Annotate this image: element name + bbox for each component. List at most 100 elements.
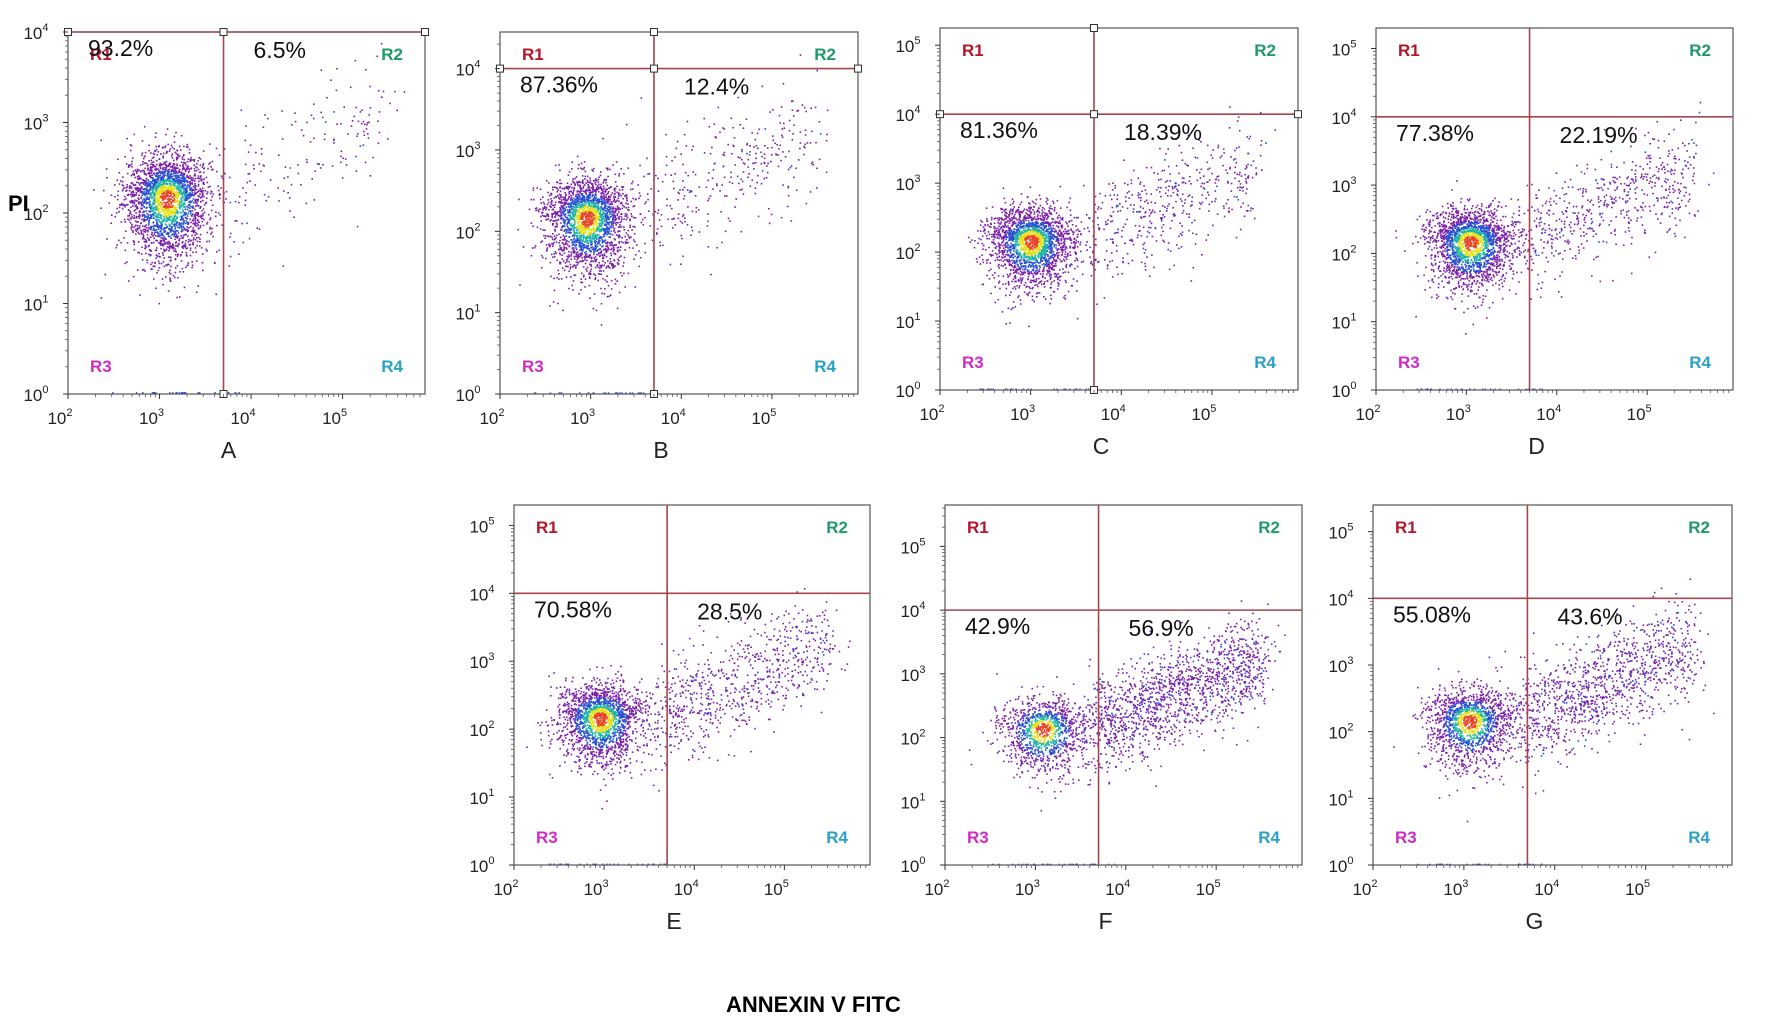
event-dot: [575, 215, 578, 217]
event-dot: [173, 183, 176, 186]
event-dot: [131, 190, 134, 193]
event-dot: [573, 231, 575, 233]
event-dot: [621, 186, 623, 188]
event-dot: [184, 197, 186, 200]
event-dot: [197, 190, 200, 193]
event-dot: [544, 229, 546, 231]
event-dot: [608, 218, 611, 221]
event-dot: [548, 235, 550, 238]
event-dot: [173, 147, 176, 150]
event-dot: [537, 209, 540, 211]
event-dot: [192, 188, 194, 191]
event-dot: [190, 182, 192, 185]
event-dot: [124, 155, 126, 158]
event-dot: [557, 210, 559, 213]
event-dot: [566, 265, 568, 268]
event-dot: [159, 211, 162, 213]
event-dot: [581, 199, 584, 202]
event-dot: [590, 212, 592, 214]
event-dot: [569, 223, 572, 225]
event-dot: [602, 233, 605, 236]
event-dot: [173, 168, 176, 170]
event-dot: [159, 242, 161, 245]
event-dot: [606, 226, 609, 229]
event-dot: [597, 202, 600, 205]
event-dot: [607, 175, 609, 178]
event-dot: [598, 261, 600, 264]
event-dot: [580, 201, 583, 203]
event-dot: [627, 234, 629, 236]
event-dot: [602, 245, 604, 247]
event-dot: [154, 262, 156, 265]
event-dot: [540, 212, 543, 214]
event-dot: [155, 257, 157, 259]
event-dot: [202, 269, 204, 272]
event-dot: [170, 188, 172, 190]
event-dot: [168, 263, 170, 266]
event-dot: [224, 173, 226, 175]
event-dot: [138, 188, 141, 190]
event-dot: [600, 192, 602, 195]
event-dot: [551, 245, 554, 248]
event-dot: [614, 181, 617, 183]
event-dot: [162, 239, 164, 241]
event-dot: [591, 202, 594, 205]
event-dot: [533, 246, 536, 249]
event-dot: [623, 229, 626, 231]
event-dot: [207, 213, 210, 216]
event-dot: [143, 206, 146, 208]
event-dot: [593, 257, 596, 259]
gate-handle[interactable]: [219, 28, 228, 36]
event-dot: [162, 155, 164, 158]
event-dot: [551, 208, 554, 211]
event-dot: [179, 192, 182, 195]
event-dot: [145, 252, 147, 255]
event-dot: [576, 155, 579, 158]
event-dot: [559, 261, 561, 263]
event-dot: [200, 197, 202, 199]
event-dot: [590, 244, 592, 246]
event-dot: [559, 169, 561, 172]
event-dot: [598, 252, 600, 254]
event-dot: [171, 185, 173, 188]
event-dot: [345, 164, 348, 166]
event-dot: [591, 211, 593, 213]
event-dot: [136, 269, 139, 271]
event-dot: [146, 186, 148, 188]
event-dot: [557, 214, 559, 217]
event-dot: [585, 198, 587, 201]
event-dot: [602, 260, 604, 262]
event-dot: [567, 188, 569, 190]
event-dot: [179, 179, 182, 181]
event-dot: [584, 257, 586, 259]
gate-handle[interactable]: [421, 28, 429, 36]
event-dot: [589, 263, 591, 266]
event-dot: [184, 169, 187, 171]
event-dot: [618, 195, 620, 197]
event-dot: [130, 206, 132, 209]
event-dot: [570, 216, 572, 218]
event-dot: [551, 213, 554, 216]
event-dot: [158, 242, 160, 244]
event-dot: [165, 166, 167, 169]
event-dot: [584, 222, 586, 224]
event-dot: [603, 196, 606, 198]
event-dot: [567, 228, 570, 230]
event-dot: [183, 392, 185, 394]
event-dot: [166, 183, 168, 186]
event-dot: [144, 239, 147, 241]
event-dot: [199, 188, 201, 190]
event-dot: [187, 146, 189, 148]
event-dot: [136, 181, 138, 184]
event-dot: [620, 240, 623, 243]
event-dot: [184, 192, 187, 194]
event-dot: [583, 206, 586, 208]
event-dot: [577, 200, 580, 203]
event-dot: [132, 205, 134, 207]
event-dot: [625, 207, 627, 209]
event-dot: [633, 205, 636, 207]
event-dot: [594, 277, 597, 279]
event-dot: [142, 169, 145, 172]
event-dot: [582, 232, 585, 234]
event-dot: [589, 238, 591, 241]
